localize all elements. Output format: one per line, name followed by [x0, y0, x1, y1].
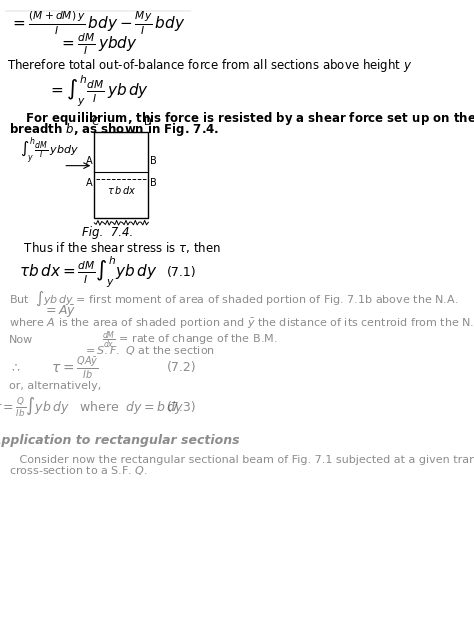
Text: (7.1): (7.1)	[166, 266, 196, 279]
Text: (7.3): (7.3)	[166, 401, 196, 414]
Bar	[94, 132, 148, 218]
Text: cross-section to a S.F. $Q$.: cross-section to a S.F. $Q$.	[9, 464, 148, 476]
Text: (7.2): (7.2)	[166, 361, 196, 374]
Text: $= S.F.$ $Q$ at the section: $= S.F.$ $Q$ at the section	[82, 344, 215, 357]
Text: $\tau\,b\,dx$: $\tau\,b\,dx$	[107, 184, 136, 197]
Text: $\tau = \frac{QA\bar{y}}{Ib}$: $\tau = \frac{QA\bar{y}}{Ib}$	[51, 354, 99, 381]
Text: Fig.  7.4.: Fig. 7.4.	[82, 226, 133, 239]
Text: $= A\bar{y}$: $= A\bar{y}$	[43, 303, 76, 320]
Text: $\tau = \frac{Q}{Ib}\int yb\,dy$   where  $dy = b\,dy$: $\tau = \frac{Q}{Ib}\int yb\,dy$ where $…	[0, 396, 184, 419]
Text: $\frac{dM}{dx}$ = rate of change of the B.M.: $\frac{dM}{dx}$ = rate of change of the …	[102, 329, 277, 351]
Text: But  $\int yb\,dy$ = first moment of area of shaded portion of Fig. 7.1b above t: But $\int yb\,dy$ = first moment of area…	[9, 290, 458, 308]
Text: 7.3.  Application to rectangular sections: 7.3. Application to rectangular sections	[0, 434, 240, 447]
Text: where $A$ is the area of shaded portion and $\bar{y}$ the distance of its centro: where $A$ is the area of shaded portion …	[9, 316, 474, 331]
Text: breadth $b$, as shown in Fig. 7.4.: breadth $b$, as shown in Fig. 7.4.	[9, 121, 219, 138]
Text: Thus if the shear stress is $\tau$, then: Thus if the shear stress is $\tau$, then	[9, 240, 221, 255]
Text: or, alternatively,: or, alternatively,	[9, 381, 101, 391]
Text: $\therefore$: $\therefore$	[9, 361, 21, 374]
Text: $= \frac{dM}{I}\,ybdy$: $= \frac{dM}{I}\,ybdy$	[59, 32, 137, 57]
Text: B: B	[150, 156, 157, 166]
Text: A: A	[86, 178, 92, 188]
Text: Consider now the rectangular sectional beam of Fig. 7.1 subjected at a given tra: Consider now the rectangular sectional b…	[9, 455, 474, 465]
Text: Therefore total out-of-balance force from all sections above height $y$: Therefore total out-of-balance force fro…	[7, 57, 412, 75]
Text: A: A	[86, 156, 92, 166]
Text: $= \frac{(M + dM)\,y}{I}\,bdy - \frac{My}{I}\,bdy$: $= \frac{(M + dM)\,y}{I}\,bdy - \frac{My…	[10, 9, 186, 36]
Text: $\tau b\,dx = \frac{dM}{I}\int_{y}^{h} yb\,dy$: $\tau b\,dx = \frac{dM}{I}\int_{y}^{h} y…	[19, 255, 158, 290]
Text: D: D	[144, 117, 151, 127]
Text: B: B	[150, 178, 157, 188]
Text: C: C	[92, 117, 99, 127]
Text: $\int_{y}^{h}\frac{dM}{I}\,ybdy$: $\int_{y}^{h}\frac{dM}{I}\,ybdy$	[20, 135, 79, 166]
Text: Now: Now	[9, 336, 33, 345]
Text: $= \int_{y}^{h} \frac{dM}{I}\, yb\, dy$: $= \int_{y}^{h} \frac{dM}{I}\, yb\, dy$	[47, 74, 149, 109]
Text: For equilibrium, this force is resisted by a shear force set up on the section o: For equilibrium, this force is resisted …	[9, 110, 474, 127]
